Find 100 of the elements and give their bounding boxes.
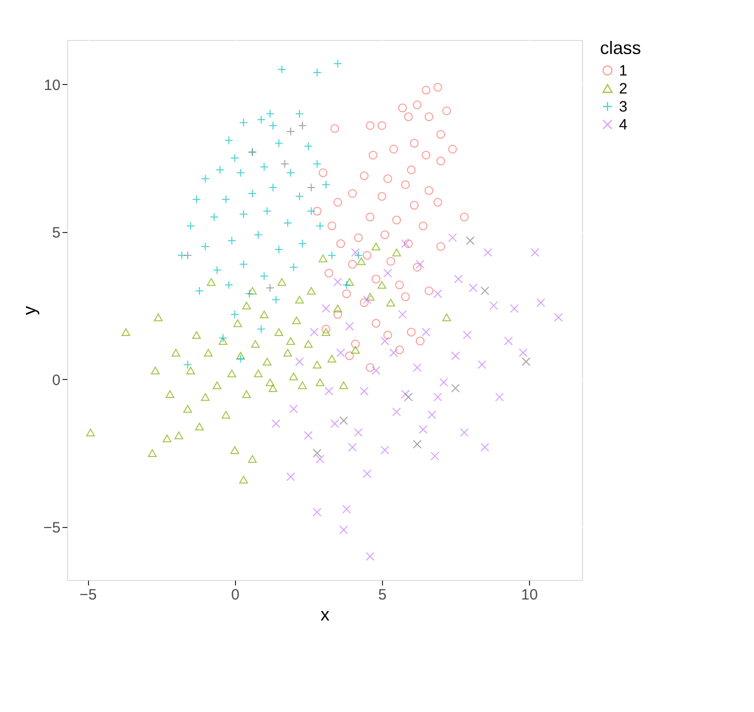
point — [322, 180, 330, 189]
point — [433, 198, 442, 207]
point — [195, 286, 204, 296]
point — [424, 186, 434, 195]
point — [466, 236, 475, 246]
point — [218, 337, 228, 345]
legend-label: 4 — [619, 116, 628, 134]
point — [272, 419, 280, 428]
point — [422, 86, 430, 95]
point — [298, 239, 307, 248]
point — [454, 274, 463, 284]
point — [366, 212, 374, 222]
point — [495, 392, 504, 402]
point — [289, 372, 298, 380]
point — [416, 336, 425, 346]
point — [433, 82, 442, 92]
point — [398, 310, 407, 319]
point — [439, 378, 448, 387]
point — [530, 248, 540, 257]
point — [380, 446, 390, 455]
point — [277, 65, 286, 74]
point — [283, 348, 292, 357]
point — [386, 298, 396, 306]
point — [372, 242, 380, 250]
point — [236, 354, 245, 364]
point — [401, 180, 410, 189]
point — [254, 230, 263, 240]
point — [518, 348, 528, 358]
point — [322, 328, 330, 336]
point — [236, 168, 245, 178]
point — [256, 115, 266, 124]
point — [312, 448, 322, 458]
point — [333, 198, 342, 207]
point — [266, 283, 274, 292]
point — [451, 384, 460, 393]
point — [227, 370, 236, 378]
point — [183, 405, 192, 413]
y-tick-label: 5 — [52, 224, 60, 242]
point — [460, 212, 469, 222]
point — [395, 280, 404, 290]
point — [345, 351, 354, 360]
point — [392, 216, 401, 224]
y-tick-label: 0 — [52, 372, 60, 389]
point — [442, 106, 451, 116]
point — [389, 144, 398, 154]
point — [322, 324, 330, 334]
point — [306, 183, 316, 192]
point — [162, 434, 172, 442]
point — [295, 296, 304, 304]
point — [192, 194, 201, 204]
point — [236, 352, 245, 360]
point — [183, 360, 192, 369]
point — [366, 552, 374, 561]
point — [327, 251, 336, 260]
point — [239, 260, 248, 269]
point — [298, 121, 307, 130]
point — [351, 340, 360, 348]
point — [304, 340, 313, 348]
point — [554, 313, 563, 322]
point — [295, 109, 304, 118]
point — [424, 112, 434, 122]
point — [224, 136, 234, 145]
point — [327, 222, 336, 230]
point — [422, 328, 430, 337]
point — [206, 278, 216, 286]
point — [366, 121, 374, 130]
point — [360, 298, 369, 307]
point — [262, 206, 272, 216]
point — [239, 210, 248, 218]
point — [366, 363, 374, 372]
point — [268, 121, 278, 130]
point — [392, 407, 401, 416]
point — [368, 150, 378, 160]
point — [268, 384, 278, 392]
point — [504, 336, 513, 346]
point — [248, 455, 257, 463]
point — [222, 410, 230, 419]
point — [268, 183, 278, 192]
legend-label: 2 — [619, 80, 628, 98]
point — [286, 337, 296, 345]
point — [386, 256, 396, 266]
point — [351, 346, 360, 354]
point — [348, 189, 357, 198]
point — [312, 206, 322, 216]
point — [418, 425, 428, 434]
point — [86, 428, 95, 436]
point — [330, 124, 340, 133]
point — [398, 104, 407, 112]
x-tick-label: 0 — [231, 586, 240, 604]
point — [216, 165, 224, 174]
point — [239, 118, 248, 127]
point — [222, 194, 230, 204]
x-tick-label: 5 — [378, 586, 387, 604]
point — [318, 254, 328, 262]
point — [172, 348, 180, 357]
point — [362, 251, 372, 260]
point — [242, 390, 251, 398]
point — [354, 251, 363, 260]
point — [348, 442, 357, 452]
legend-label: 3 — [619, 98, 628, 116]
